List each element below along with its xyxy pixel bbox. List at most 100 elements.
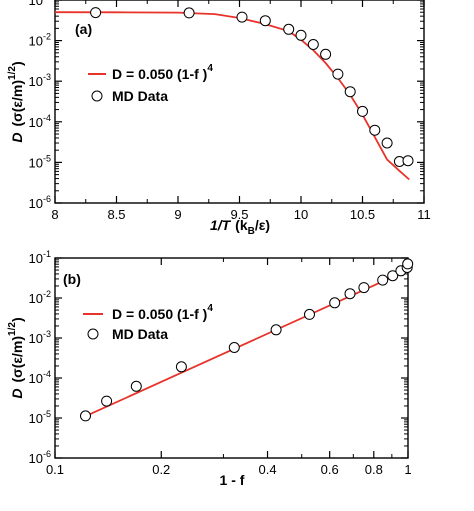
panel-a-x-axis-title: 1/T (kB/ε) [210, 217, 270, 237]
md-data-point [307, 39, 319, 50]
panel-b-plot-frame [54, 257, 409, 459]
panel-b-chart: 10-610-510-410-310-210-10.1 0.2 0.4 0.6 0.8 1… [7, 249, 414, 488]
md-data-point [90, 7, 102, 19]
y-tick-label: 10-3 [29, 329, 51, 346]
panel-a-legend-model-name: D = 0.050 (1-f ) [112, 66, 207, 82]
y-tick-base: 10 [29, 291, 43, 306]
y-tick-exp: -5 [43, 409, 51, 419]
x-tick-label: 0.6 [321, 462, 339, 477]
panel-b-ylabel-symbol: D [9, 389, 25, 399]
panel-b-ticks: 10-610-510-410-310-210-10.1 0.2 0.4 0.6 0.8 1 [29, 249, 412, 477]
panel-b-ylabel-sup: 1/2 [7, 322, 18, 336]
panel-a-y-axis-title: D (σ(ε/m)1/2) [7, 61, 25, 142]
panel-a-xlabel-end: /ε) [255, 217, 270, 233]
x-tick-label: 11 [417, 207, 431, 222]
md-data-point [259, 15, 271, 27]
x-tick-label: 9.5 [230, 207, 248, 222]
panel-b-ylabel-end: ) [9, 317, 25, 322]
y-tick-label: 10-1 [29, 0, 51, 8]
panel-b-legend-md-label: MD Data [112, 326, 168, 342]
y-tick-exp: -2 [43, 32, 51, 42]
panel-a-legend: D = 0.050 (1-f )4 MD Data [88, 63, 213, 104]
md-data-point [344, 288, 356, 300]
x-tick-label: 0.4 [258, 462, 276, 477]
y-tick-label: 10-4 [29, 369, 51, 386]
y-tick-base: 10 [29, 451, 43, 466]
panel-a-legend-model-sup: 4 [207, 63, 213, 74]
y-tick-label: 10-1 [29, 249, 51, 266]
md-data-point [358, 282, 370, 294]
md-data-point [369, 124, 381, 136]
y-tick-base: 10 [29, 371, 43, 386]
panel-a-xlabel-symbol: 1/T [210, 217, 232, 233]
panel-a-xlabel-sub: B [248, 226, 255, 237]
y-tick-exp: -1 [43, 0, 51, 1]
md-data-point [304, 308, 315, 320]
x-tick-label: 10 [294, 207, 308, 222]
y-tick-label: 10-6 [29, 194, 51, 211]
md-data-point [175, 361, 187, 373]
y-tick-base: 10 [29, 34, 43, 49]
panel-a-ylabel-end: ) [9, 61, 25, 66]
y-tick-exp: -6 [43, 194, 51, 204]
md-data-point [332, 68, 344, 80]
md-data-point [402, 155, 414, 167]
x-tick-label: 0.8 [365, 462, 383, 477]
y-tick-label: 10-5 [29, 153, 51, 170]
md-data-point [357, 105, 368, 117]
panel-a-ylabel-unit: (σ(ε/m) [9, 80, 25, 127]
panel-a-legend-marker-swatch [91, 90, 103, 102]
model-fit-line [85, 269, 409, 418]
y-tick-base: 10 [29, 196, 43, 211]
panel-a-chart: 10-610-510-410-310-210-188.599.51010.511… [7, 0, 431, 237]
panel-b-ylabel-unit: (σ(ε/m) [9, 336, 25, 383]
panel-b-marks [80, 258, 414, 422]
panel-b-legend-model-name: D = 0.050 (1-f ) [112, 306, 207, 322]
md-data-point [183, 7, 195, 19]
y-tick-base: 10 [29, 411, 43, 426]
y-tick-label: 10-5 [29, 409, 51, 426]
md-data-point [283, 23, 295, 35]
x-tick-label: 1 [404, 462, 411, 477]
panel-a-legend-md-label: MD Data [112, 88, 168, 104]
panel-a-xlabel-unit: (k [235, 217, 248, 233]
md-data-point [320, 48, 332, 60]
y-tick-base: 10 [29, 155, 43, 170]
x-tick-label: 8.5 [107, 207, 125, 222]
y-tick-exp: -1 [43, 249, 51, 259]
md-data-point [344, 86, 356, 98]
x-tick-label: 0.1 [46, 462, 64, 477]
panel-a-label: (a) [75, 21, 92, 37]
y-tick-label: 10-2 [29, 32, 51, 49]
panel-a-legend-model-label: D = 0.050 (1-f )4 [112, 63, 213, 82]
y-tick-base: 10 [29, 331, 43, 346]
y-tick-base: 10 [29, 0, 43, 8]
panel-b-legend: D = 0.050 (1-f )4 MD Data [83, 303, 213, 342]
y-tick-label: 10-2 [29, 289, 51, 306]
model-fit-line [54, 11, 410, 181]
panel-b-y-axis-title: D (σ(ε/m)1/2) [7, 317, 25, 398]
y-tick-base: 10 [29, 251, 43, 266]
y-tick-exp: -6 [43, 449, 51, 459]
md-data-point [381, 137, 393, 149]
md-data-point [329, 297, 341, 309]
x-tick-label: 8 [51, 207, 58, 222]
md-data-point [228, 342, 240, 353]
y-tick-exp: -5 [43, 153, 51, 163]
md-data-point [80, 410, 91, 422]
md-data-point [387, 270, 399, 282]
y-tick-exp: -3 [43, 72, 51, 82]
md-data-point [270, 324, 282, 336]
x-tick-label: 10.5 [350, 207, 375, 222]
panel-b-legend-marker-swatch [87, 328, 99, 340]
y-tick-exp: -4 [43, 369, 51, 379]
panel-a-marks [54, 7, 414, 181]
panel-b-legend-model-label: D = 0.050 (1-f )4 [112, 303, 213, 322]
y-tick-label: 10-3 [29, 72, 51, 89]
md-data-point [377, 274, 389, 286]
panel-a-gridless-frame [54, 0, 425, 204]
md-data-point [130, 380, 142, 392]
md-data-point [295, 29, 307, 41]
